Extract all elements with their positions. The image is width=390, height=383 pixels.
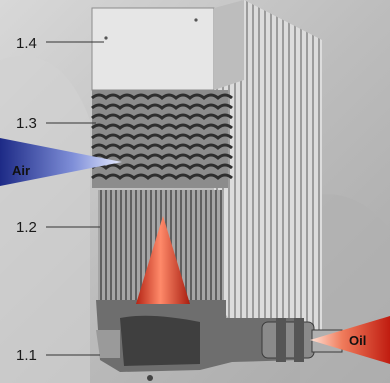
fin-wave: [91, 103, 233, 110]
fin-wave: [91, 123, 233, 130]
fin-wave: [91, 93, 233, 100]
fin-wave: [91, 113, 233, 120]
callout-1-3: 1.3: [16, 115, 96, 132]
oil-flow-up-arrow: [136, 216, 190, 304]
callout-label: 1.3: [16, 115, 37, 132]
callout-label: 1.1: [16, 347, 37, 364]
oil-flow-arrow: Oil: [310, 316, 390, 364]
fin-wave: [91, 163, 233, 170]
air-fin-section: [91, 90, 233, 188]
fin-wave: [91, 133, 233, 140]
callout-1-1: 1.1: [16, 347, 100, 364]
callout-1-4: 1.4: [16, 35, 104, 52]
callout-label: 1.2: [16, 219, 37, 236]
callout-1-2: 1.2: [16, 219, 100, 236]
callout-label: 1.4: [16, 35, 37, 52]
air-flow-arrow: Air: [0, 138, 122, 186]
background-shape: [0, 56, 90, 383]
cooler-side-fins: [214, 0, 322, 330]
fin-wave: [91, 153, 233, 160]
oil-label: Oil: [349, 333, 366, 348]
fin-wave: [91, 143, 233, 150]
fin-wave: [91, 173, 233, 180]
top-tank: [91, 0, 244, 91]
air-label: Air: [12, 163, 30, 178]
